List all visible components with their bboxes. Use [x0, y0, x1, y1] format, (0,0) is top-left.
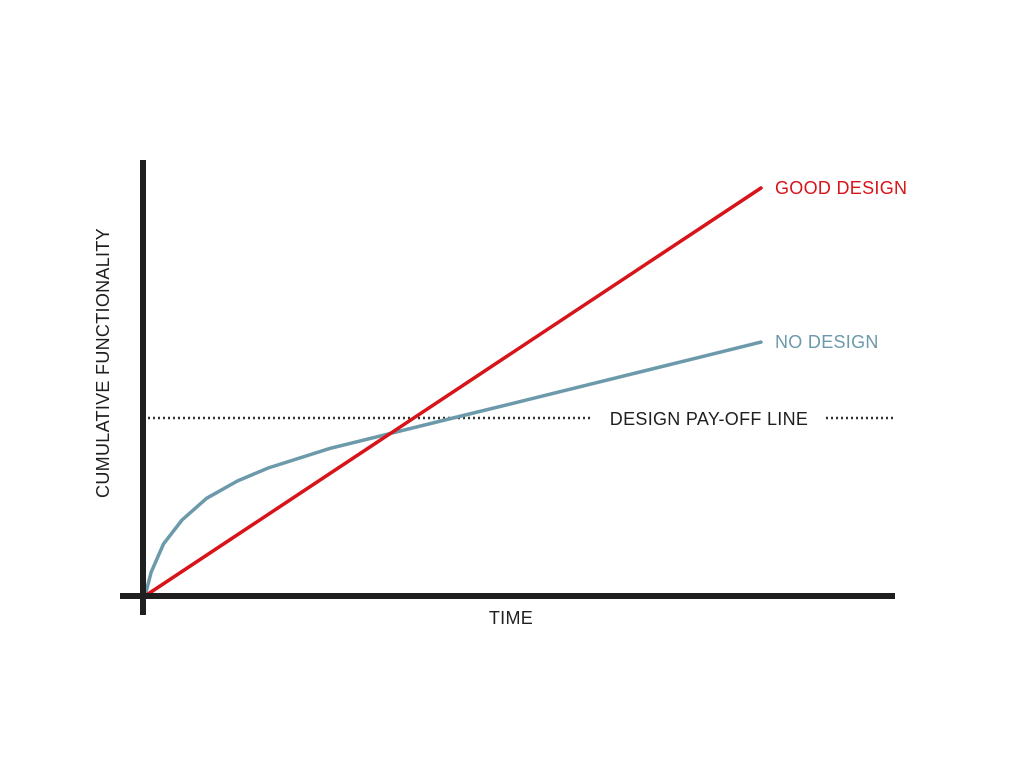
series-line-good-design [143, 186, 763, 598]
axes-group [120, 160, 895, 615]
series-line-no-design [143, 340, 763, 598]
payoff-line-group: DESIGN PAY-OFF LINE [148, 409, 893, 429]
series-labels-group: NO DESIGN GOOD DESIGN [775, 178, 907, 352]
series-label-no-design: NO DESIGN [775, 332, 879, 352]
payoff-line-label: DESIGN PAY-OFF LINE [610, 409, 808, 429]
series-label-good-design: GOOD DESIGN [775, 178, 907, 198]
y-axis-label: CUMULATIVE FUNCTIONALITY [93, 228, 113, 498]
series-group [143, 186, 763, 598]
x-axis-label: TIME [489, 608, 533, 628]
